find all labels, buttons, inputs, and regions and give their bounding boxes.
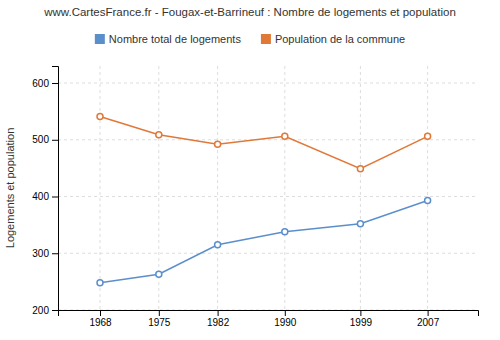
x-tick: 1975 [148,310,171,328]
tick-mark [100,310,101,316]
x-tick: 1968 [89,310,112,328]
axis-line [59,311,479,317]
y-tick: 300 [32,248,58,259]
y-axis-label: Logements et population [4,128,16,248]
x-tick: 2007 [417,310,440,328]
chart-svg: www.CartesFrance.fr - Fougax-et-Barrineu… [0,0,500,340]
grid-line [58,139,478,140]
x-tick: 1982 [207,310,230,328]
tick-mark [360,310,361,316]
point [97,114,103,120]
point [282,229,288,235]
point [425,197,431,203]
point [425,133,431,139]
tick-label: 2007 [417,317,440,328]
legend-label: Nombre total de logements [109,33,242,45]
marks [97,114,431,286]
tick-label: 1968 [89,317,112,328]
tick-label: 400 [32,191,49,202]
legend-item: Population de la commune [261,33,405,45]
series-line [100,117,428,169]
legend-swatch [95,34,105,44]
plot-area: 1968 1975 1982 1990 1999 2007 200 300 400 500 600 [32,66,478,328]
title: www.CartesFrance.fr - Fougax-et-Barrineu… [43,6,456,18]
tick-label: 300 [32,248,49,259]
grid-line [58,253,478,254]
tick-label: 1999 [350,317,373,328]
tick-label: 1990 [274,317,297,328]
grid-line [100,66,101,310]
tick-mark [52,140,58,141]
tick-mark [52,253,58,254]
legend: Nombre total de logements Population de l… [95,33,405,45]
legend-item: Nombre total de logements [95,33,242,45]
tick-mark [159,310,160,316]
series-line [100,200,428,282]
tick-label: 500 [32,134,49,145]
point [215,242,221,248]
grid-line [427,66,428,310]
y-tick: 200 [32,305,58,316]
grid-line [58,196,478,197]
point [215,141,221,147]
tick-label: 200 [32,305,49,316]
tick-mark [52,310,58,311]
tick-mark [52,83,58,84]
grid-line [58,83,478,84]
legend-label: Population de la commune [275,33,405,45]
y-tick: 500 [32,134,58,145]
axis-line [52,67,59,311]
grid-line [284,66,285,310]
chart-container: www.CartesFrance.fr - Fougax-et-Barrineu… [0,0,500,340]
point [156,132,162,138]
x-tick: 1999 [350,310,373,328]
x-axis: 1968 1975 1982 1990 1999 2007 [59,310,479,328]
y-tick: 600 [32,78,58,89]
point [357,166,363,172]
legend-swatch [261,34,271,44]
tick-mark [52,197,58,198]
tick-mark [218,310,219,316]
point [97,280,103,286]
grid-line [360,66,361,310]
grid-line [217,66,218,310]
tick-mark [285,310,286,316]
tick-label: 600 [32,78,49,89]
x-tick: 1990 [274,310,297,328]
point [282,133,288,139]
tick-mark [428,310,429,316]
tick-label: 1982 [207,317,230,328]
point [357,221,363,227]
y-tick: 400 [32,191,58,202]
y-axis: 200 300 400 500 600 [32,67,58,316]
point [156,271,162,277]
tick-label: 1975 [148,317,171,328]
grid [58,66,478,310]
